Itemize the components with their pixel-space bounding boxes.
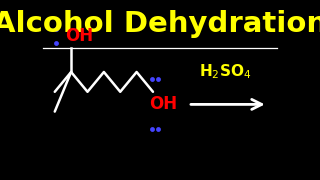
Text: Alcohol Dehydration: Alcohol Dehydration [0,10,320,38]
Text: OH: OH [65,27,93,45]
Text: OH: OH [149,95,178,113]
Text: H$_2$SO$_4$: H$_2$SO$_4$ [199,63,252,81]
